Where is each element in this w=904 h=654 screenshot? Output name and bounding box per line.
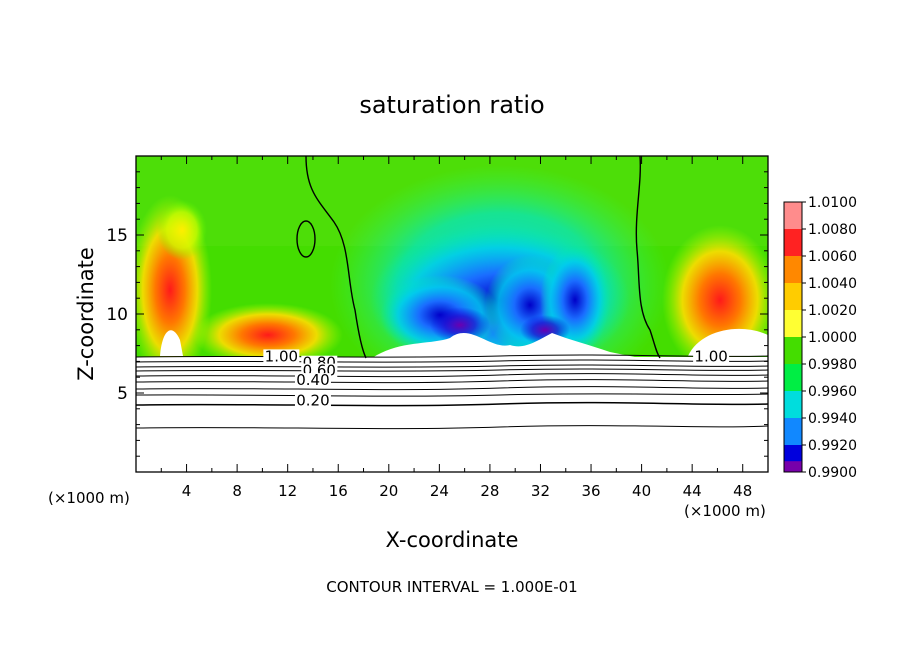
- colorbar-label: 1.0060: [808, 249, 857, 265]
- x-tick-label: 20: [379, 482, 398, 500]
- y-tick-label: 15: [106, 226, 128, 246]
- contour-label: 1.00: [694, 347, 727, 365]
- colorbar-segment-bottom: [784, 461, 802, 472]
- x-unit-left: (×1000 m): [48, 489, 130, 507]
- white-patch-center: [372, 333, 640, 358]
- colorbar-label: 1.0080: [808, 222, 857, 238]
- contour-lines-lower: [136, 354, 768, 430]
- colorbar-segment: [784, 202, 802, 229]
- contour-loop: [296, 220, 316, 258]
- colorbar-label: 1.0100: [808, 195, 857, 211]
- colorbar-segment: [784, 310, 802, 337]
- x-tick-label: 24: [430, 482, 449, 500]
- colorbar-label: 0.9960: [808, 384, 857, 400]
- colorbar-label: 0.9920: [808, 438, 857, 454]
- x-tick-label: 40: [632, 482, 651, 500]
- plume-mid-left: [193, 303, 343, 367]
- x-tick-label: 8: [232, 482, 242, 500]
- y-tick-label: 10: [106, 305, 128, 325]
- contour-line-left: [305, 156, 367, 359]
- x-tick-label: 12: [278, 482, 297, 500]
- x-tick-label: 32: [531, 482, 550, 500]
- contour-label: 1.00: [265, 347, 298, 365]
- x-tick-label: 48: [733, 482, 752, 500]
- contour-label-bg: [294, 393, 331, 408]
- colorbar-segment: [784, 418, 802, 445]
- contour-label: 0.20: [296, 392, 329, 410]
- colorbar-label: 0.9940: [808, 411, 857, 427]
- x-axis-label: X-coordinate: [386, 528, 519, 552]
- x-unit-right: (×1000 m): [684, 502, 766, 520]
- x-tick-label: 36: [581, 482, 600, 500]
- chart-title: saturation ratio: [359, 91, 544, 119]
- colorbar-label: 1.0040: [808, 276, 857, 292]
- colorbar-label: 1.0020: [808, 303, 857, 319]
- contour-label-bg: [294, 373, 331, 388]
- x-tick-label: 44: [683, 482, 702, 500]
- colorbar-segment: [784, 337, 802, 364]
- white-patch-right: [688, 328, 768, 356]
- contour-label-bg: [693, 349, 730, 364]
- y-axis: 5 10 15: [106, 171, 768, 457]
- colorbar-segment: [784, 229, 802, 256]
- colorbar: 1.0100 1.0080 1.0060 1.0040 1.0020 1.0000 0.99…: [783, 195, 857, 481]
- colorbar-label: 0.9900: [808, 465, 857, 481]
- saturation-field: [136, 156, 768, 472]
- x-tick-label: 4: [182, 482, 192, 500]
- contour-label-bg: [263, 349, 300, 364]
- colorbar-segment: [784, 391, 802, 418]
- white-patch-left: [160, 330, 183, 356]
- colorbar-label: 1.0000: [808, 330, 857, 346]
- x-tick-label: 16: [329, 482, 348, 500]
- y-axis-label: Z-coordinate: [74, 247, 98, 381]
- contour-labels: 1.00 0.800.600.400.201.00: [263, 347, 730, 410]
- contour-interval-note: CONTOUR INTERVAL = 1.000E-01: [326, 578, 577, 596]
- x-axis: 4 8 12 16 20 24 28 32 36 40 44 48: [160, 156, 752, 500]
- colorbar-segment: [784, 256, 802, 283]
- colorbar-label: 0.9980: [808, 357, 857, 373]
- contour-label: 0.40: [296, 371, 329, 389]
- colorbar-segment: [784, 283, 802, 310]
- y-tick-label: 5: [117, 384, 128, 404]
- contour-line-right: [635, 156, 661, 359]
- x-tick-label: 28: [480, 482, 499, 500]
- colorbar-segment: [784, 364, 802, 391]
